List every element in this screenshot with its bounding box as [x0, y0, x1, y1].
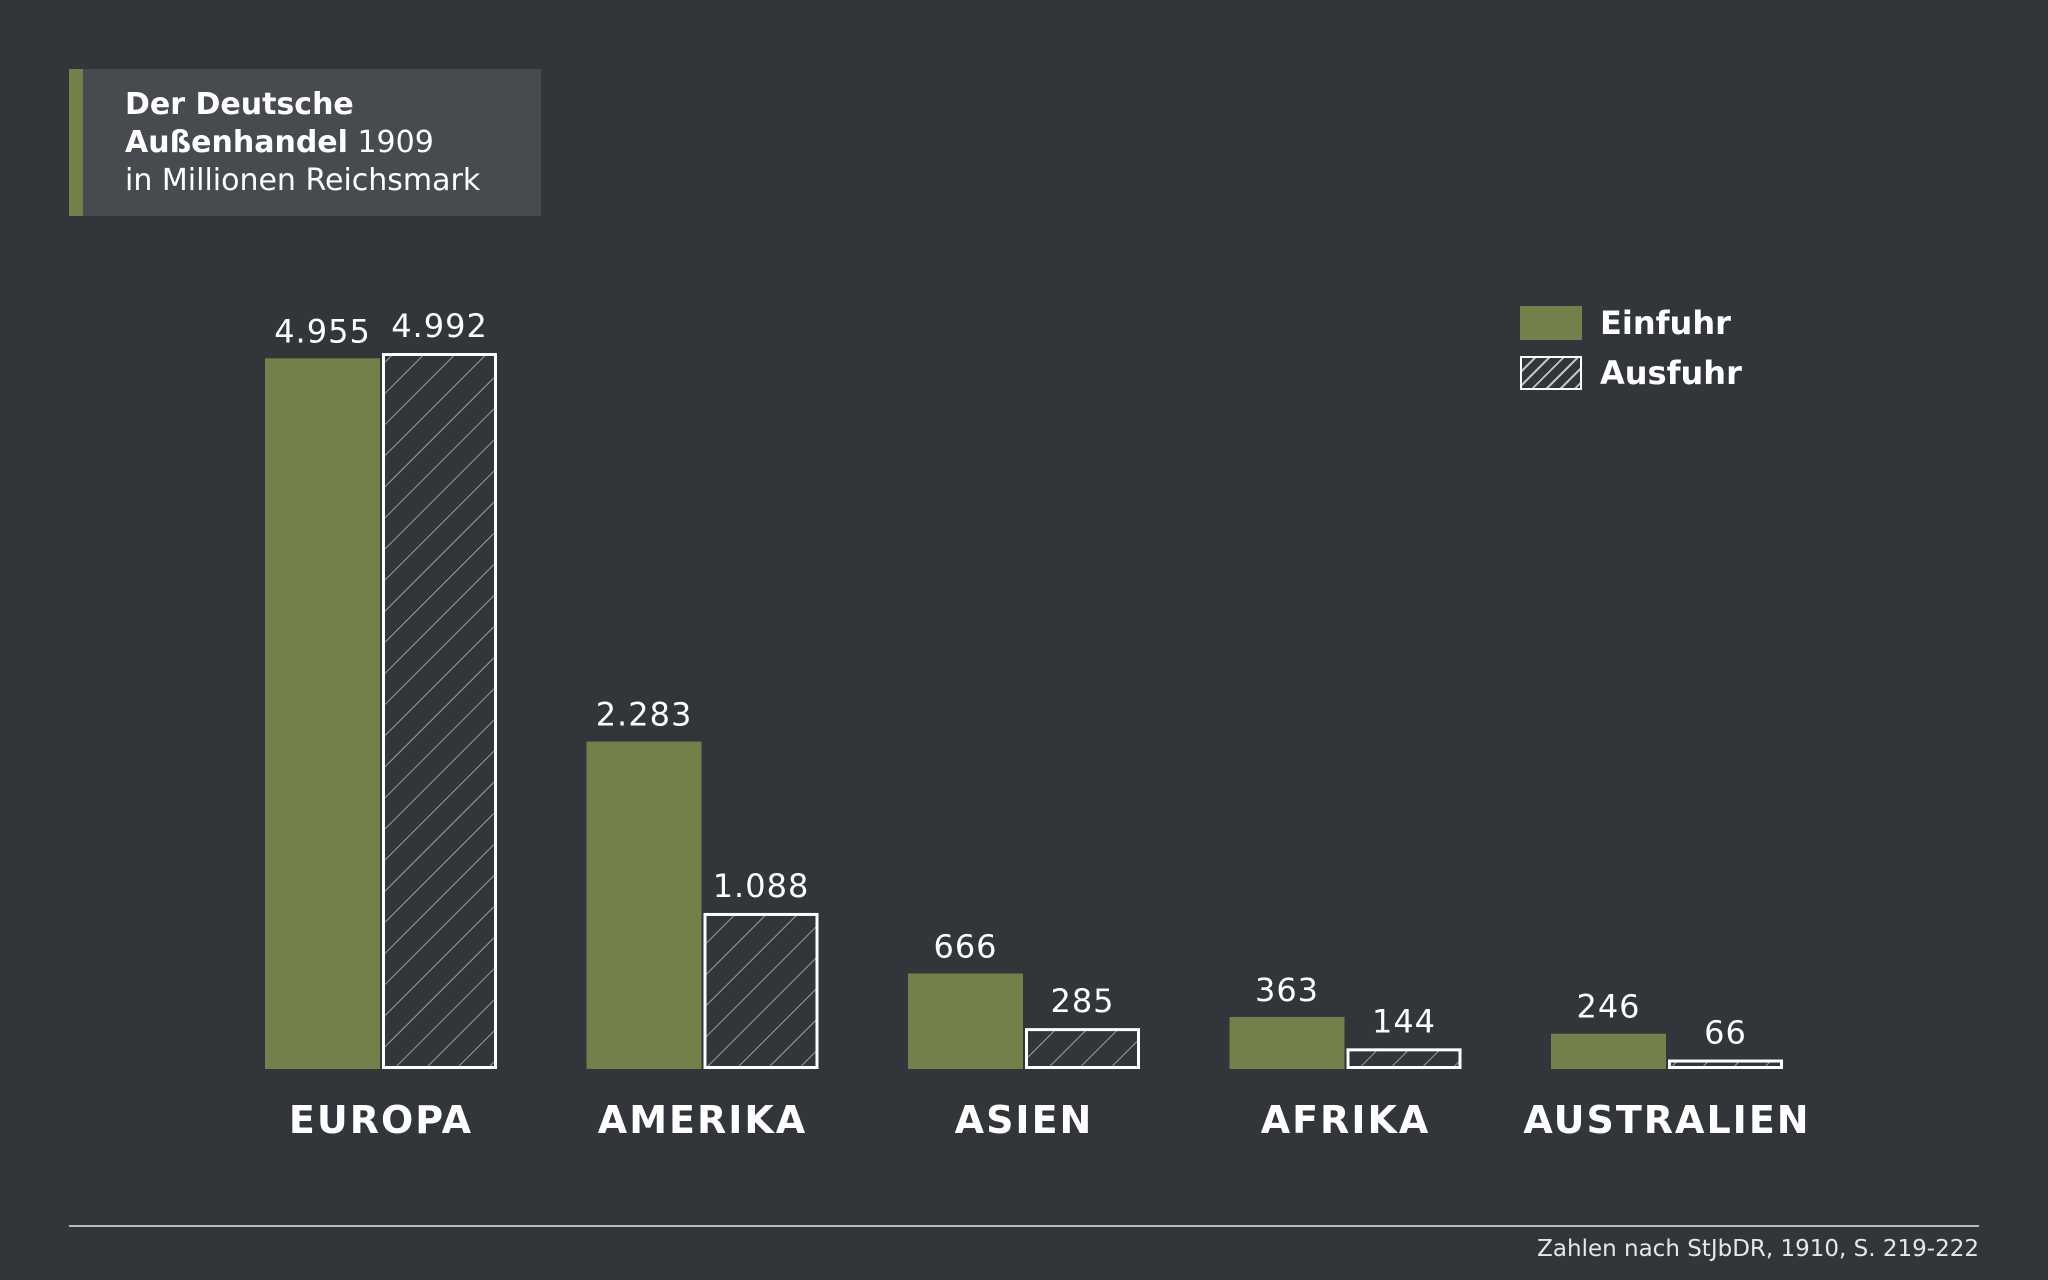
bar-ausfuhr-afrika: [1346, 1048, 1462, 1070]
footer-divider: [69, 1225, 1979, 1227]
title-line-2: Außenhandel 1909: [125, 124, 541, 162]
category-label-australien: AUSTRALIEN: [1523, 1098, 1810, 1142]
data-label-einfuhr-australien: 246: [1576, 988, 1640, 1026]
legend-item-export: Ausfuhr: [1520, 348, 1742, 398]
bar-ausfuhr-amerika: [703, 912, 819, 1070]
source-note: Zahlen nach StJbDR, 1910, S. 219-222: [1537, 1236, 1979, 1262]
data-label-einfuhr-amerika: 2.283: [596, 696, 693, 734]
title-bold-1: Der Deutsche: [125, 87, 354, 122]
chart-title-box: Der Deutsche Außenhandel 1909 in Million…: [69, 69, 541, 216]
legend-label-export: Ausfuhr: [1600, 354, 1742, 392]
title-line-1: Der Deutsche: [125, 86, 541, 124]
legend-item-import: Einfuhr: [1520, 298, 1742, 348]
legend-swatch-import: [1520, 306, 1582, 340]
data-label-ausfuhr-amerika: 1.088: [713, 867, 810, 905]
category-label-amerika: AMERIKA: [598, 1098, 807, 1142]
bar-einfuhr-afrika: [1229, 1016, 1345, 1069]
data-label-ausfuhr-australien: 66: [1704, 1014, 1747, 1052]
title-unit: in Millionen Reichsmark: [125, 163, 481, 198]
title-year: 1909: [357, 125, 434, 160]
bar-ausfuhr-europa: [382, 353, 497, 1069]
data-label-ausfuhr-afrika: 144: [1372, 1002, 1436, 1040]
data-label-ausfuhr-europa: 4.992: [391, 307, 488, 345]
title-bold-2: Außenhandel: [125, 125, 348, 160]
bars-group: 4.955 4.992 EUROPA 2.283 1.088 AMERIKA 666 285 A…: [265, 307, 1810, 1142]
bar-einfuhr-asien: [908, 973, 1023, 1069]
legend-label-import: Einfuhr: [1600, 304, 1731, 342]
data-label-einfuhr-asien: 666: [933, 927, 997, 965]
category-label-europa: EUROPA: [289, 1098, 473, 1142]
legend-swatch-export: [1520, 356, 1582, 390]
data-label-einfuhr-afrika: 363: [1255, 971, 1319, 1009]
bar-ausfuhr-australien: [1668, 1059, 1783, 1070]
bar-chart: 4.955 4.992 EUROPA 2.283 1.088 AMERIKA 666 285 A…: [265, 307, 1810, 1142]
bar-ausfuhr-asien: [1025, 1028, 1140, 1069]
bar-einfuhr-europa: [265, 358, 380, 1069]
data-label-ausfuhr-asien: 285: [1050, 982, 1114, 1020]
category-label-afrika: AFRIKA: [1261, 1098, 1431, 1142]
category-label-asien: ASIEN: [955, 1098, 1094, 1142]
bar-einfuhr-amerika: [586, 741, 702, 1069]
bar-einfuhr-australien: [1551, 1033, 1666, 1069]
legend: Einfuhr Ausfuhr: [1520, 298, 1742, 398]
data-label-einfuhr-europa: 4.955: [274, 312, 371, 350]
